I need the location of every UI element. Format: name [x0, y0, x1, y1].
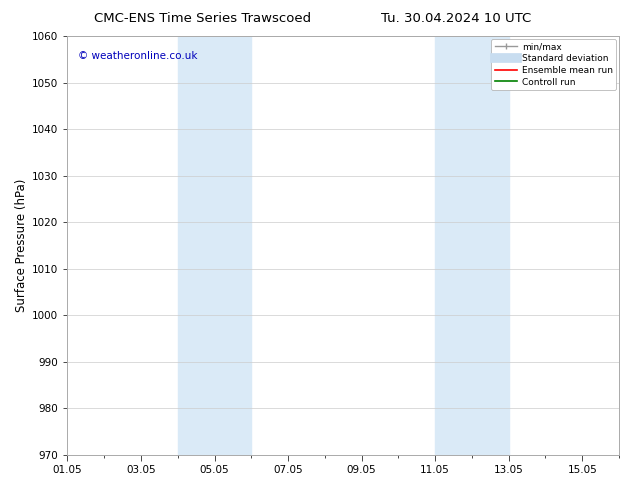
Text: Tu. 30.04.2024 10 UTC: Tu. 30.04.2024 10 UTC — [382, 12, 531, 25]
Text: © weatheronline.co.uk: © weatheronline.co.uk — [79, 51, 198, 61]
Legend: min/max, Standard deviation, Ensemble mean run, Controll run: min/max, Standard deviation, Ensemble me… — [491, 39, 616, 90]
Text: CMC-ENS Time Series Trawscoed: CMC-ENS Time Series Trawscoed — [94, 12, 311, 25]
Bar — [178, 36, 251, 455]
Y-axis label: Surface Pressure (hPa): Surface Pressure (hPa) — [15, 179, 28, 312]
Bar — [435, 36, 508, 455]
